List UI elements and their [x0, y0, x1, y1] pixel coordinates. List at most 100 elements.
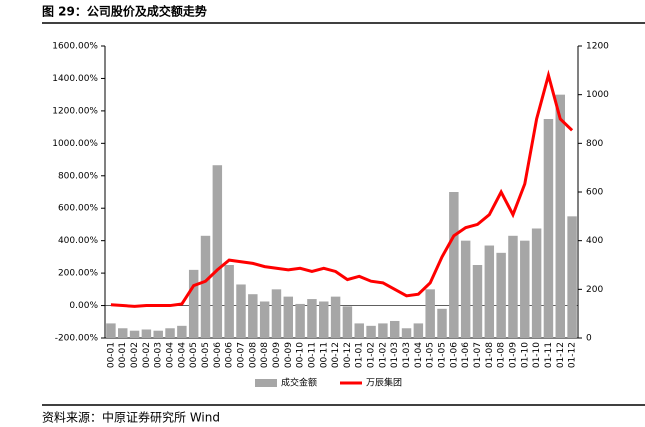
x-tick-label: 01-08	[485, 342, 495, 368]
y2-tick-label: 600	[586, 188, 603, 198]
y-tick-label: 0.00%	[69, 301, 98, 311]
x-tick-label: 01-08	[497, 342, 507, 368]
y2-tick-label: 1200	[586, 42, 609, 52]
bar	[271, 289, 282, 338]
source-note: 资料来源：中原证券研究所 Wind	[42, 410, 220, 424]
x-tick-label: 00-09	[284, 342, 294, 368]
bar	[118, 328, 128, 338]
x-tick-label: 01-02	[378, 342, 388, 368]
x-tick-label: 00-05	[201, 342, 211, 368]
bar	[401, 328, 412, 338]
x-tick-label: 00-02	[142, 342, 152, 368]
bar	[342, 306, 353, 338]
legend-swatch	[255, 379, 277, 387]
bar	[248, 294, 258, 338]
bar	[425, 289, 435, 338]
legend-label: 万辰集团	[366, 377, 402, 389]
bar	[283, 296, 294, 338]
bar	[224, 265, 234, 338]
bar	[177, 325, 187, 338]
bar	[141, 329, 152, 338]
line	[110, 69, 574, 308]
x-tick-label: 00-02	[130, 342, 140, 368]
bar	[200, 235, 211, 338]
x-tick-label: 01-06	[461, 342, 471, 368]
bar	[165, 328, 175, 338]
y-tick-label: 1200.00%	[52, 106, 98, 116]
legend-label: 成交金额	[281, 377, 317, 389]
bar	[437, 308, 447, 338]
y-tick-label: 1600.00%	[52, 42, 98, 52]
x-tick-label: 01-11	[544, 342, 554, 368]
bar	[520, 240, 530, 338]
x-tick-label: 00-08	[248, 342, 258, 368]
y-tick-label: 600.00%	[58, 204, 98, 214]
bar	[567, 216, 577, 338]
x-tick-label: 00-04	[177, 342, 187, 368]
bar	[354, 323, 364, 338]
bar	[472, 265, 483, 338]
y-tick-label: -200.00%	[55, 334, 99, 344]
bar	[460, 240, 471, 338]
bar	[319, 301, 329, 338]
x-tick-label: 00-05	[189, 342, 199, 368]
bar	[508, 235, 518, 338]
x-tick-label: 01-03	[390, 342, 400, 368]
y2-tick-label: 400	[586, 236, 603, 246]
bar	[295, 303, 305, 338]
x-tick-label: 00-12	[331, 342, 341, 368]
x-tick-label: 00-08	[260, 342, 270, 368]
bar	[449, 192, 459, 338]
x-tick-label: 00-10	[296, 342, 306, 368]
chart-title: 图 29：公司股价及成交额走势	[42, 4, 207, 19]
bar	[307, 299, 317, 338]
x-tick-label: 01-10	[532, 342, 542, 368]
y-tick-label: 800.00%	[58, 171, 98, 181]
bar	[555, 94, 565, 339]
x-tick-label: 00-11	[307, 342, 317, 368]
x-tick-label: 00-06	[225, 342, 235, 368]
x-tick-label: 01-05	[426, 342, 436, 368]
x-tick-label: 01-07	[473, 342, 483, 368]
x-tick-label: 01-09	[508, 342, 518, 368]
y2-tick-label: 200	[586, 285, 603, 295]
x-tick-label: 01-01	[355, 342, 365, 368]
bar	[389, 320, 400, 338]
bar	[496, 252, 506, 338]
bar	[236, 284, 246, 338]
y-tick-label: 1400.00%	[52, 74, 98, 84]
y2-tick-label: 1000	[586, 90, 609, 100]
y-tick-label: 1000.00%	[52, 139, 98, 149]
y2-tick-label: 0	[586, 334, 592, 344]
x-tick-label: 00-12	[343, 342, 353, 368]
x-tick-label: 00-03	[154, 342, 164, 368]
y-tick-label: 200.00%	[58, 269, 98, 279]
bar	[378, 323, 388, 338]
x-tick-label: 00-06	[213, 342, 223, 368]
bar	[413, 323, 424, 338]
bar	[106, 323, 116, 338]
x-tick-label: 01-05	[438, 342, 448, 368]
bar	[330, 296, 341, 338]
bar	[212, 165, 223, 338]
bar	[129, 330, 140, 338]
x-tick-label: 00-01	[118, 342, 128, 368]
bar	[531, 228, 542, 338]
x-tick-label: 00-09	[272, 342, 282, 368]
bar	[484, 245, 495, 338]
bar	[366, 325, 376, 338]
y-tick-label: 400.00%	[58, 236, 98, 246]
x-tick-label: 00-04	[166, 342, 176, 368]
x-tick-label: 01-12	[568, 342, 578, 368]
x-tick-label: 01-02	[367, 342, 377, 368]
bar	[188, 269, 199, 338]
x-tick-label: 01-10	[520, 342, 530, 368]
x-tick-label: 00-11	[319, 342, 329, 368]
x-tick-label: 00-07	[236, 342, 246, 368]
bar	[153, 330, 163, 338]
x-tick-label: 01-12	[556, 342, 566, 368]
x-tick-label: 01-04	[414, 342, 424, 368]
bar	[543, 119, 554, 338]
